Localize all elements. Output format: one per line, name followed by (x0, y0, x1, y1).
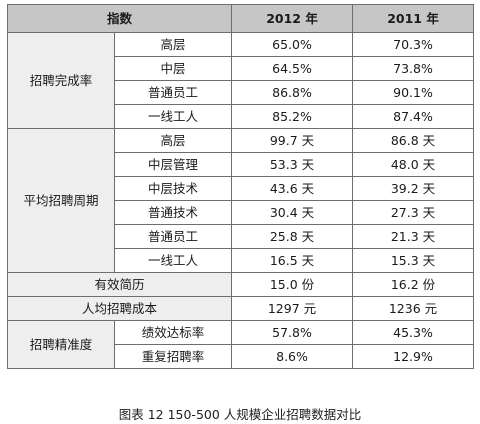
row-label: 中层技术 (113, 176, 233, 201)
value-2011: 73.8% (352, 56, 475, 81)
value-2012: 30.4 天 (231, 200, 354, 225)
value-2012: 1297 元 (231, 296, 354, 321)
value-2011: 39.2 天 (352, 176, 475, 201)
value-2012: 15.0 份 (231, 272, 354, 297)
value-2012: 25.8 天 (231, 224, 354, 249)
table-row: 中层管理 53.3 天 48.0 天 (8, 152, 475, 177)
table-row: 重复招聘率 8.6% 12.9% (8, 344, 475, 369)
group-label-precision: 招聘精准度 (7, 320, 115, 369)
table-row: 平均招聘周期 高层 99.7 天 86.8 天 (7, 128, 475, 273)
row-label: 高层 (113, 32, 233, 57)
value-2012: 65.0% (231, 32, 354, 57)
table-row: 招聘精准度 绩效达标率 57.8% 45.3% (7, 320, 475, 369)
value-2012: 53.3 天 (231, 152, 354, 177)
row-label: 高层 (113, 128, 233, 153)
row-label: 一线工人 (113, 248, 233, 273)
recruitment-comparison-table: 指数 2012 年 2011 年 招聘完成率 高层 65.0% 70.3% 中层… (6, 4, 475, 369)
value-2012: 64.5% (231, 56, 354, 81)
table-row: 一线工人 16.5 天 15.3 天 (8, 248, 475, 273)
value-2012: 57.8% (231, 320, 354, 345)
value-2012: 99.7 天 (231, 128, 354, 153)
row-label: 重复招聘率 (113, 344, 233, 369)
table-row: 普通员工 86.8% 90.1% (8, 80, 475, 105)
table-row: 有效简历 15.0 份 16.2 份 (6, 272, 475, 297)
value-2011: 87.4% (352, 104, 475, 129)
group-label-avg-cycle: 平均招聘周期 (7, 128, 115, 273)
value-2011: 15.3 天 (352, 248, 475, 273)
header-2011: 2011 年 (352, 4, 475, 33)
value-2012: 16.5 天 (231, 248, 354, 273)
table-row: 中层 64.5% 73.8% (8, 56, 475, 81)
table-row: 普通技术 30.4 天 27.3 天 (8, 200, 475, 225)
figure-caption: 图表 12 150-500 人规模企业招聘数据对比 (118, 407, 362, 422)
value-2012: 43.6 天 (231, 176, 354, 201)
value-2011: 90.1% (352, 80, 475, 105)
row-label: 中层 (113, 56, 233, 81)
value-2011: 48.0 天 (352, 152, 475, 177)
value-2011: 16.2 份 (352, 272, 475, 297)
value-2011: 86.8 天 (352, 128, 475, 153)
value-2012: 8.6% (231, 344, 354, 369)
table-row: 中层技术 43.6 天 39.2 天 (8, 176, 475, 201)
row-label: 普通技术 (113, 200, 233, 225)
header-row: 指数 2012 年 2011 年 (6, 4, 475, 33)
table-row: 普通员工 25.8 天 21.3 天 (8, 224, 475, 249)
row-label: 中层管理 (113, 152, 233, 177)
table-row: 人均招聘成本 1297 元 1236 元 (6, 296, 475, 321)
row-label: 普通员工 (113, 80, 233, 105)
value-2011: 12.9% (352, 344, 475, 369)
group-label-completion-rate: 招聘完成率 (7, 32, 115, 129)
value-2011: 45.3% (352, 320, 475, 345)
value-2011: 1236 元 (352, 296, 475, 321)
row-label: 绩效达标率 (113, 320, 233, 345)
group-label-valid-resumes: 有效简历 (6, 272, 233, 297)
row-label: 普通员工 (113, 224, 233, 249)
value-2011: 70.3% (352, 32, 475, 57)
value-2011: 27.3 天 (352, 200, 475, 225)
table-row: 招聘完成率 高层 65.0% 70.3% (7, 32, 475, 129)
header-index: 指数 (6, 4, 233, 33)
header-2012: 2012 年 (231, 4, 354, 33)
row-label: 一线工人 (113, 104, 233, 129)
value-2011: 21.3 天 (352, 224, 475, 249)
value-2012: 85.2% (231, 104, 354, 129)
value-2012: 86.8% (231, 80, 354, 105)
group-label-cost-per-hire: 人均招聘成本 (6, 296, 233, 321)
table-row: 一线工人 85.2% 87.4% (8, 104, 475, 129)
